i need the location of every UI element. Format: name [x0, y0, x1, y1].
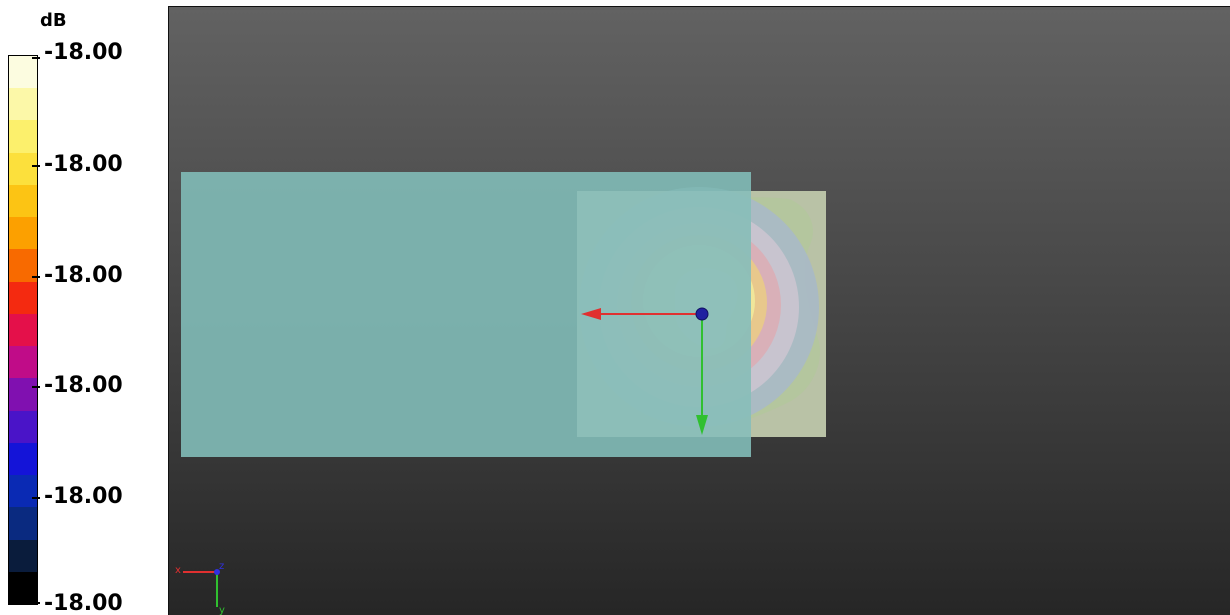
color-scale-bar	[8, 55, 38, 605]
legend-tick-label: -18.00	[44, 484, 123, 509]
legend-tick-label: -18.00	[44, 373, 123, 398]
legend-tick-label: -18.00	[44, 40, 123, 65]
color-swatch	[9, 442, 37, 476]
source-marker[interactable]	[695, 307, 709, 321]
legend-tick	[32, 602, 40, 604]
legend-tick	[32, 165, 40, 167]
color-swatch	[9, 313, 37, 347]
3d-viewport[interactable]: x z y	[168, 6, 1230, 615]
legend-tick	[32, 386, 40, 388]
color-legend: dB -18.00 -18.00 -18.00 -18.00 -18.00 -1…	[0, 0, 168, 615]
color-swatch	[9, 281, 37, 314]
color-swatch	[9, 475, 37, 508]
legend-tick-label: -18.00	[44, 263, 123, 288]
color-swatch	[9, 152, 37, 185]
axes-gizmo	[183, 569, 220, 607]
scene-canvas[interactable]: x z y	[169, 7, 1230, 615]
legend-tick	[32, 276, 40, 278]
color-swatch	[9, 88, 37, 121]
color-swatch	[9, 378, 37, 411]
legend-unit-label: dB	[40, 10, 67, 31]
gizmo-x-label: x	[175, 565, 181, 576]
color-swatch	[9, 120, 37, 153]
color-swatch	[9, 346, 37, 379]
legend-tick-label: -18.00	[44, 591, 123, 615]
legend-tick-label: -18.00	[44, 152, 123, 177]
gizmo-y-label: y	[219, 605, 225, 615]
legend-tick	[32, 57, 40, 59]
color-swatch	[9, 539, 37, 572]
source-x-arrow	[581, 308, 601, 320]
color-swatch	[9, 184, 37, 218]
color-swatch	[9, 507, 37, 540]
source-y-arrow	[696, 415, 708, 435]
color-swatch	[9, 571, 37, 604]
color-swatch	[9, 217, 37, 250]
legend-tick	[32, 497, 40, 499]
color-swatch	[9, 410, 37, 443]
color-swatch	[9, 56, 37, 89]
gizmo-z-label: z	[219, 561, 224, 572]
